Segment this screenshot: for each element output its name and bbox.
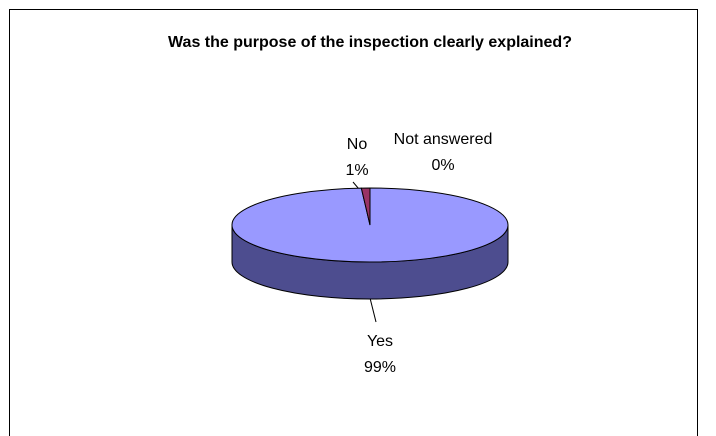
slice-label: No: [347, 136, 368, 153]
slice-label: Not answered: [394, 131, 493, 148]
slice-value-label: 1%: [345, 162, 368, 179]
leader-line: [369, 297, 377, 323]
chart-title: Was the purpose of the inspection clearl…: [168, 34, 572, 51]
slice-label: Yes: [367, 333, 393, 350]
slice-value-label: 0%: [431, 157, 454, 174]
slice-value-label: 99%: [364, 359, 396, 376]
